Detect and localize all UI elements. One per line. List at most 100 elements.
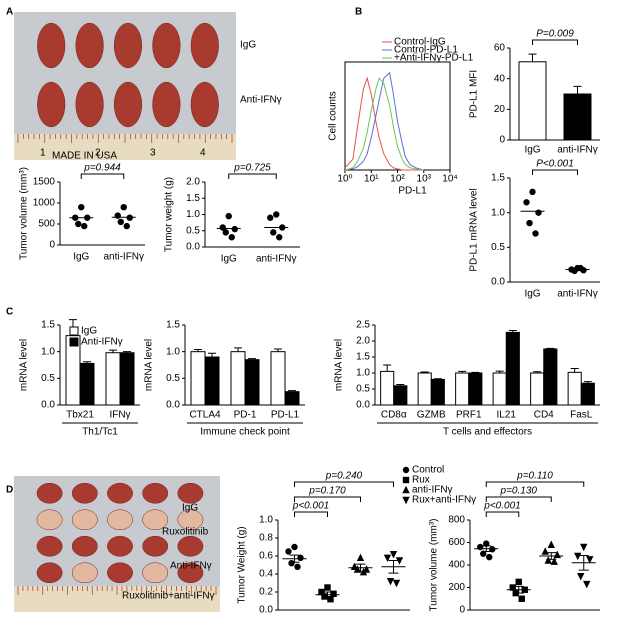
y-tick-label: 2.5	[356, 320, 370, 331]
y-tick-label: 1.5	[41, 320, 55, 331]
error-bar	[528, 53, 537, 62]
x-tick-label: PRF1	[456, 410, 482, 421]
y-tick-label: 600	[448, 537, 465, 548]
tumor	[177, 509, 204, 531]
ruler-text: MADE IN USA	[52, 151, 117, 162]
bar	[530, 372, 545, 406]
y-tick-label: 1.0	[491, 207, 505, 218]
point	[586, 556, 594, 564]
point	[276, 234, 283, 241]
point	[571, 267, 578, 275]
error-bar	[420, 371, 429, 373]
ruler-number: 2	[95, 148, 101, 159]
tumor	[152, 81, 181, 128]
bar	[380, 370, 395, 406]
point	[330, 590, 337, 597]
y-tick-label: 0	[499, 135, 505, 146]
tumor	[190, 22, 219, 69]
y-tick-label: 0.8	[259, 533, 273, 544]
bar	[563, 93, 592, 141]
y-axis-label: Tumor Weight (g)	[237, 526, 248, 603]
error-bar	[546, 347, 555, 349]
tumor	[142, 535, 169, 557]
tumor	[177, 482, 204, 504]
y-tick-label: 0	[459, 605, 465, 616]
x-tick-label: IFNγ	[109, 410, 130, 421]
x-tick-label: anti-IFNγ	[557, 289, 598, 300]
error-bar	[123, 351, 131, 353]
y-tick-label: 0.0	[41, 400, 55, 411]
photo-label: Anti-IFNγ	[170, 561, 212, 572]
bar	[244, 359, 260, 406]
bar	[284, 391, 300, 406]
panel-label: A	[6, 7, 13, 18]
error-bar	[388, 560, 399, 574]
tumor	[71, 535, 98, 557]
bar	[430, 378, 445, 406]
panel-label: D	[6, 485, 13, 496]
group-label: T cells and effectors	[443, 427, 532, 438]
y-tick-label: 1500	[33, 177, 56, 188]
tumor	[37, 22, 66, 69]
y-tick-label: 0.5	[491, 242, 505, 253]
bar	[505, 331, 520, 406]
tumor	[113, 81, 143, 128]
bar	[455, 372, 470, 406]
p-value: p<0.001	[483, 501, 520, 512]
point	[577, 264, 584, 272]
y-tick-label: 0.4	[259, 569, 273, 580]
significance-bracket	[294, 481, 394, 487]
error-bar	[573, 85, 582, 94]
bar	[492, 372, 507, 406]
y-axis-label: mRNA level	[334, 339, 345, 391]
y-tick-label: 40	[494, 73, 506, 84]
significance-bracket	[485, 481, 585, 487]
y-axis-label: Cell counts	[328, 91, 339, 140]
x-tick-label: IgG	[524, 145, 540, 156]
significance-bracket	[294, 496, 361, 502]
legend-swatch	[69, 337, 79, 347]
point	[577, 573, 585, 581]
p-value: P=0.009	[536, 29, 574, 40]
bar	[518, 61, 547, 141]
bar	[393, 385, 408, 406]
x-tick-label: anti-IFNγ	[103, 252, 144, 263]
error-bar	[248, 358, 256, 360]
point	[392, 579, 401, 588]
photo-label: IgG	[182, 503, 198, 514]
point	[318, 588, 325, 596]
p-value: p=0.944	[83, 163, 121, 174]
y-tick-label: 0.5	[41, 373, 55, 384]
error-bar	[570, 368, 579, 373]
point	[553, 550, 561, 559]
point	[532, 230, 539, 237]
p-value: p=0.240	[325, 471, 363, 482]
tumor	[142, 562, 169, 584]
y-tick-label: 1000	[33, 198, 56, 209]
point	[288, 560, 295, 567]
tumor	[177, 535, 204, 557]
photo-label: Ruxolitinib+anti-IFNγ	[122, 591, 215, 602]
error-bar	[508, 329, 517, 333]
legend-marker	[402, 485, 410, 494]
tumor	[71, 509, 98, 531]
x-tick-label: 10²	[390, 174, 405, 185]
y-tick-label: 2.0	[356, 336, 370, 347]
x-tick-label: IL21	[497, 410, 517, 421]
y-tick-label: 20	[494, 104, 506, 115]
tumor	[177, 562, 204, 584]
y-tick-label: 200	[448, 582, 465, 593]
legend-swatch	[69, 326, 79, 336]
y-tick-label: 1.0	[41, 346, 55, 357]
y-tick-label: 1.5	[166, 320, 180, 331]
legend-label: Anti-IFNγ	[81, 337, 123, 348]
x-tick-label: 10³	[417, 174, 432, 185]
significance-bracket	[80, 173, 125, 179]
p-value: P<0.001	[536, 159, 574, 170]
x-tick-label: 10¹	[364, 174, 379, 185]
point	[267, 214, 274, 221]
legend-label: Control	[412, 465, 444, 476]
y-tick-label: 60	[494, 43, 506, 54]
point	[526, 219, 533, 227]
tumor	[37, 81, 66, 128]
